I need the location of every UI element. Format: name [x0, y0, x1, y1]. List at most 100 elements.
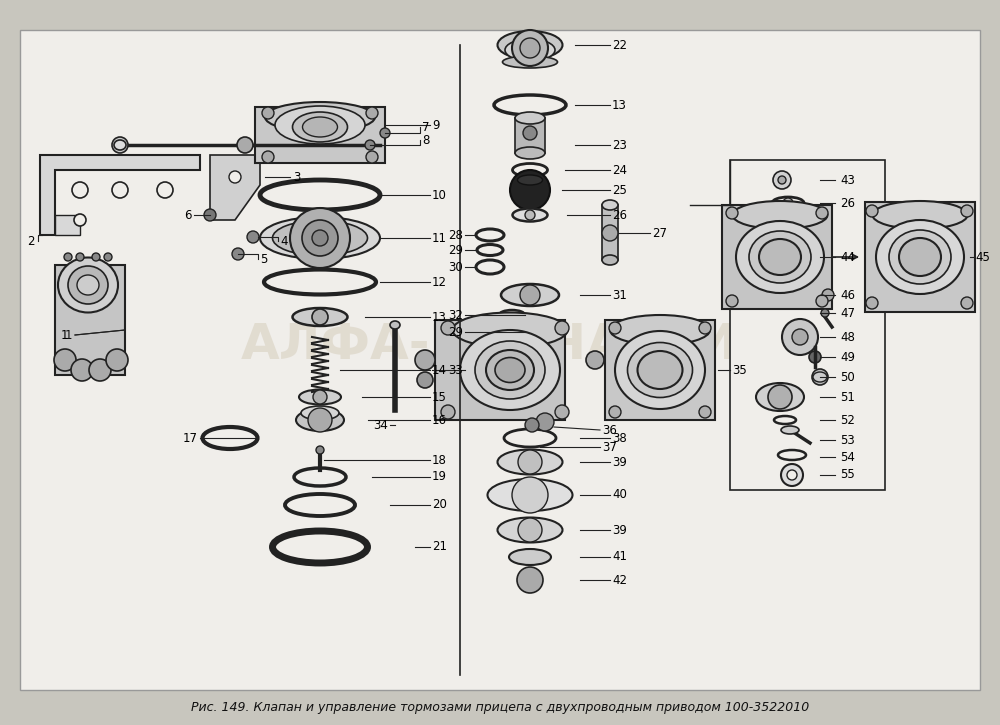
- Circle shape: [520, 285, 540, 305]
- Text: 46: 46: [840, 289, 855, 302]
- Ellipse shape: [498, 31, 562, 59]
- Ellipse shape: [610, 315, 710, 345]
- Polygon shape: [722, 205, 832, 309]
- Ellipse shape: [615, 331, 705, 409]
- Circle shape: [536, 413, 554, 431]
- Circle shape: [518, 518, 542, 542]
- Text: 11: 11: [432, 231, 447, 244]
- Polygon shape: [210, 155, 260, 220]
- Bar: [602, 205, 618, 260]
- Text: 1: 1: [64, 328, 72, 341]
- Ellipse shape: [272, 220, 368, 255]
- Ellipse shape: [488, 479, 572, 511]
- Ellipse shape: [265, 102, 375, 132]
- Ellipse shape: [813, 372, 827, 382]
- Circle shape: [72, 182, 88, 198]
- Circle shape: [112, 182, 128, 198]
- Text: 29: 29: [448, 244, 463, 257]
- Circle shape: [76, 253, 84, 261]
- Text: 13: 13: [432, 310, 447, 323]
- Text: 55: 55: [840, 468, 855, 481]
- Ellipse shape: [512, 209, 548, 222]
- Text: 31: 31: [612, 289, 627, 302]
- Ellipse shape: [495, 357, 525, 383]
- Text: 18: 18: [432, 454, 447, 466]
- Circle shape: [54, 349, 76, 371]
- Bar: [730, 160, 885, 490]
- Polygon shape: [55, 265, 125, 375]
- Text: 26: 26: [612, 209, 627, 222]
- Ellipse shape: [515, 112, 545, 124]
- Text: 32: 32: [448, 309, 463, 321]
- Ellipse shape: [486, 350, 534, 390]
- Circle shape: [232, 248, 244, 260]
- Circle shape: [816, 295, 828, 307]
- Circle shape: [106, 349, 128, 371]
- Circle shape: [71, 359, 93, 381]
- Ellipse shape: [876, 220, 964, 294]
- Text: 51: 51: [840, 391, 855, 404]
- Text: 45: 45: [975, 251, 990, 263]
- Ellipse shape: [299, 389, 341, 405]
- Text: 20: 20: [432, 499, 447, 512]
- Ellipse shape: [736, 221, 824, 293]
- Circle shape: [417, 372, 433, 388]
- Ellipse shape: [732, 201, 828, 229]
- Circle shape: [520, 38, 540, 58]
- Polygon shape: [55, 215, 80, 235]
- Text: 41: 41: [612, 550, 627, 563]
- Circle shape: [609, 322, 621, 334]
- Text: 5: 5: [260, 252, 267, 265]
- Ellipse shape: [77, 275, 99, 295]
- Circle shape: [699, 322, 711, 334]
- Ellipse shape: [260, 217, 380, 259]
- Circle shape: [781, 464, 803, 486]
- Ellipse shape: [296, 409, 344, 431]
- Circle shape: [237, 137, 253, 153]
- Ellipse shape: [475, 341, 545, 399]
- Text: 2: 2: [28, 234, 35, 247]
- Text: 40: 40: [612, 489, 627, 502]
- Text: 16: 16: [432, 413, 447, 426]
- Polygon shape: [865, 202, 975, 312]
- Circle shape: [586, 351, 604, 369]
- Text: 39: 39: [612, 455, 627, 468]
- Ellipse shape: [501, 284, 559, 306]
- Polygon shape: [605, 320, 715, 420]
- Ellipse shape: [889, 230, 951, 284]
- Circle shape: [262, 151, 274, 163]
- Text: 8: 8: [422, 133, 429, 146]
- Circle shape: [312, 230, 328, 246]
- Circle shape: [961, 205, 973, 217]
- Ellipse shape: [628, 342, 692, 397]
- Text: 42: 42: [612, 573, 627, 587]
- Text: 33: 33: [448, 363, 463, 376]
- Text: 22: 22: [612, 38, 627, 51]
- Circle shape: [699, 406, 711, 418]
- Text: 12: 12: [432, 276, 447, 289]
- Ellipse shape: [505, 39, 555, 61]
- Circle shape: [792, 329, 808, 345]
- Ellipse shape: [498, 518, 562, 542]
- Polygon shape: [435, 320, 565, 420]
- Circle shape: [104, 253, 112, 261]
- Ellipse shape: [602, 255, 618, 265]
- Circle shape: [518, 450, 542, 474]
- Circle shape: [312, 309, 328, 325]
- Circle shape: [262, 107, 274, 119]
- Ellipse shape: [749, 231, 811, 283]
- Ellipse shape: [301, 406, 339, 420]
- Circle shape: [89, 359, 111, 381]
- Ellipse shape: [292, 308, 348, 326]
- Circle shape: [726, 207, 738, 219]
- Ellipse shape: [872, 201, 968, 229]
- Text: 28: 28: [448, 228, 463, 241]
- Ellipse shape: [638, 351, 682, 389]
- Circle shape: [525, 418, 539, 432]
- Circle shape: [74, 214, 86, 226]
- Circle shape: [415, 350, 435, 370]
- Circle shape: [441, 321, 455, 335]
- Circle shape: [821, 309, 829, 317]
- Ellipse shape: [114, 140, 126, 150]
- Text: 23: 23: [612, 138, 627, 152]
